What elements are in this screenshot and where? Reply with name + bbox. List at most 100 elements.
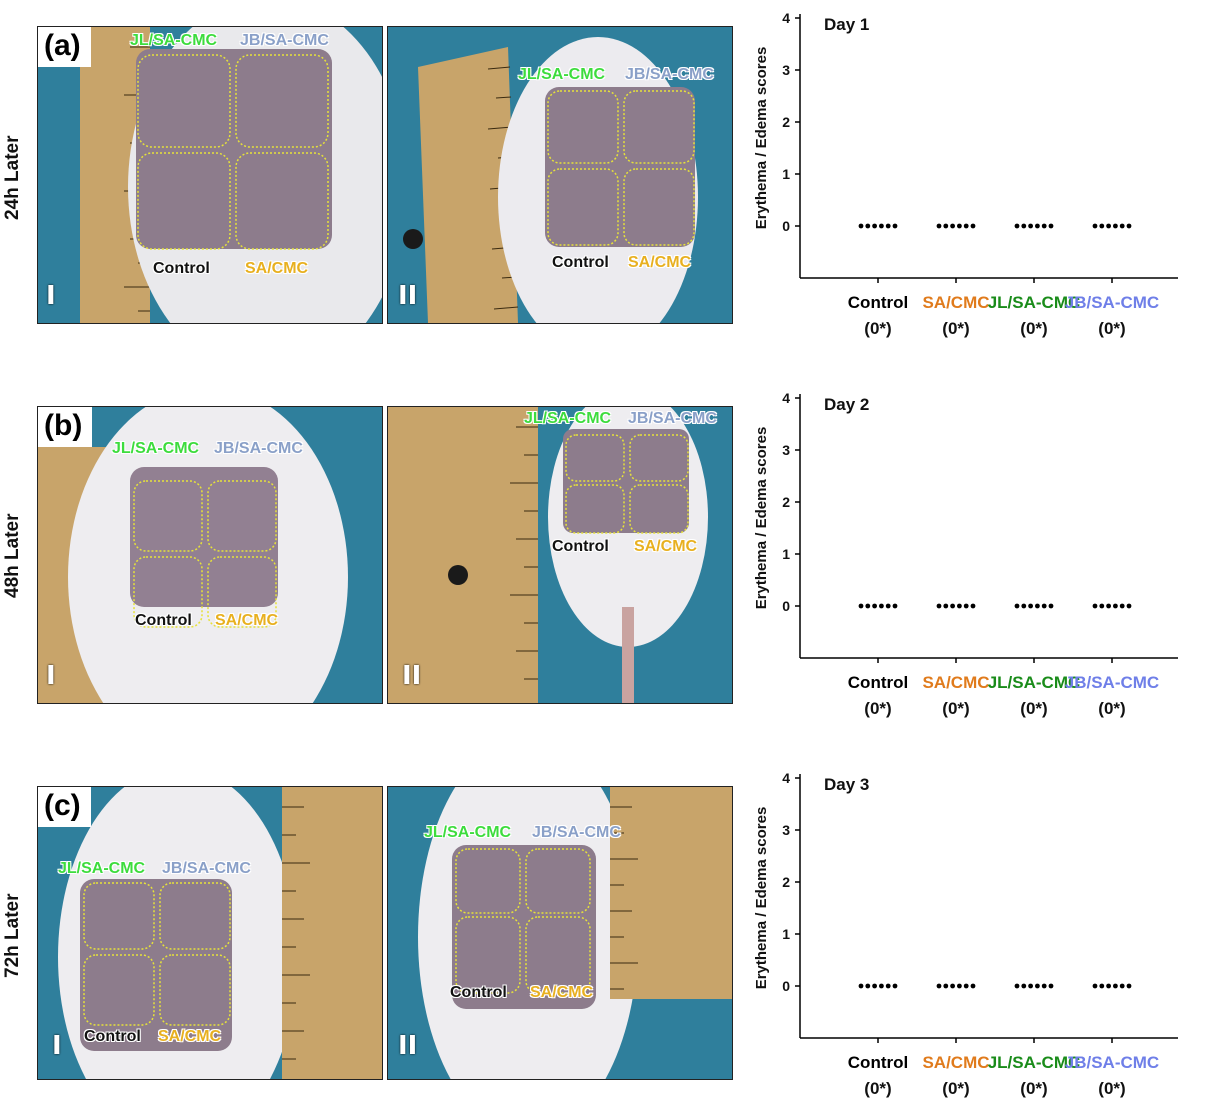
label-sa-cmc: SA/CMC xyxy=(634,538,698,555)
x-tick-label: JB/SA-CMC xyxy=(1065,293,1159,312)
mouse-back-photo xyxy=(388,407,732,703)
x-tick-sublabel: (0*) xyxy=(942,1079,969,1098)
data-point xyxy=(879,983,884,989)
data-point xyxy=(1021,983,1027,989)
data-point xyxy=(1099,223,1105,229)
time-label: 48h Later xyxy=(2,513,23,598)
data-point xyxy=(885,983,891,989)
y-tick-label: 2 xyxy=(782,494,790,510)
data-point xyxy=(1048,603,1054,609)
x-tick-sublabel: (0*) xyxy=(1098,1079,1125,1098)
data-point xyxy=(872,223,877,229)
x-tick-label: JB/SA-CMC xyxy=(1065,1053,1159,1072)
photo-numeral: II xyxy=(398,1031,418,1061)
data-point xyxy=(1113,223,1118,229)
y-tick-label: 2 xyxy=(782,114,790,130)
data-point xyxy=(1028,603,1033,609)
x-tick-label: SA/CMC xyxy=(922,293,989,312)
label-control: Control xyxy=(552,254,609,271)
photo-ii: JL/SA-CMC JB/SA-CMC Control SA/CMC II xyxy=(387,786,733,1080)
data-point xyxy=(1028,983,1033,989)
data-point xyxy=(1048,223,1054,229)
y-tick-label: 0 xyxy=(782,978,790,994)
photo-i: (c) JL/SA-CMC JB/SA-CMC Control SA/CMC I xyxy=(37,786,383,1080)
data-point xyxy=(1041,223,1047,229)
data-point xyxy=(1041,603,1047,609)
photo-numeral: I xyxy=(52,1031,62,1061)
label-jb-sa-cmc: JB/SA-CMC xyxy=(532,824,621,841)
data-point xyxy=(858,603,864,609)
label-sa-cmc: SA/CMC xyxy=(158,1028,222,1045)
data-point xyxy=(1041,983,1047,989)
x-tick-label: JL/SA-CMC xyxy=(988,1053,1081,1072)
x-tick-label: JL/SA-CMC xyxy=(988,673,1081,692)
x-tick-label: JB/SA-CMC xyxy=(1065,673,1159,692)
data-point xyxy=(879,223,884,229)
data-point xyxy=(1113,983,1118,989)
label-control: Control xyxy=(450,984,507,1001)
panel-letter: (b) xyxy=(38,407,93,447)
data-point xyxy=(1092,223,1098,229)
label-jl-sa-cmc: JL/SA-CMC xyxy=(58,860,146,877)
y-tick-label: 4 xyxy=(782,390,790,406)
data-point xyxy=(892,983,898,989)
data-point xyxy=(1028,223,1033,229)
photo-ii: JL/SA-CMC JB/SA-CMC Control SA/CMC II xyxy=(387,26,733,324)
photo-numeral: I xyxy=(46,281,56,311)
label-control: Control xyxy=(153,260,210,277)
chart-title: Day 3 xyxy=(824,775,869,794)
label-sa-cmc: SA/CMC xyxy=(530,984,594,1001)
x-tick-sublabel: (0*) xyxy=(1098,699,1125,718)
y-axis-label: Erythema / Edema scores xyxy=(753,47,770,230)
data-point xyxy=(936,223,942,229)
x-tick-sublabel: (0*) xyxy=(1020,699,1047,718)
label-jl-sa-cmc: JL/SA-CMC xyxy=(518,66,606,83)
data-point xyxy=(1021,223,1027,229)
label-jl-sa-cmc: JL/SA-CMC xyxy=(424,824,512,841)
chart-day-3: 0 1 2 3 4 Day 3 Erythema / Edema scores Control… xyxy=(748,760,1208,1100)
mouse-back-photo xyxy=(38,27,382,323)
data-point xyxy=(1035,603,1040,609)
x-tick-sublabel: (0*) xyxy=(1020,319,1047,338)
label-jl-sa-cmc: JL/SA-CMC xyxy=(524,410,612,427)
label-jb-sa-cmc: JB/SA-CMC xyxy=(214,440,303,457)
y-tick-label: 2 xyxy=(782,874,790,890)
data-point xyxy=(872,983,877,989)
scatter-chart: 0 1 2 3 4 Day 2 Erythema / Edema scores Control… xyxy=(753,390,1178,718)
x-tick-sublabel: (0*) xyxy=(942,699,969,718)
data-point xyxy=(1099,983,1105,989)
mouse-back-photo xyxy=(38,407,382,703)
data-point xyxy=(950,983,955,989)
data-point xyxy=(1126,603,1132,609)
data-point xyxy=(885,603,891,609)
data-point xyxy=(1119,983,1125,989)
x-tick-sublabel: (0*) xyxy=(1098,319,1125,338)
x-tick-sublabel: (0*) xyxy=(1020,1079,1047,1098)
x-tick-sublabel: (0*) xyxy=(864,319,891,338)
x-tick-sublabel: (0*) xyxy=(864,699,891,718)
row-c: 72h Later (c) JL/SA-CMC JB/SA-CMC Contro… xyxy=(0,760,1213,1100)
data-point xyxy=(957,603,962,609)
x-tick-label: Control xyxy=(848,1053,908,1072)
data-point xyxy=(1035,223,1040,229)
data-point xyxy=(892,603,898,609)
y-tick-label: 4 xyxy=(782,770,790,786)
y-tick-label: 1 xyxy=(782,546,790,562)
data-point xyxy=(1014,983,1020,989)
data-point xyxy=(943,223,949,229)
mouse-back-photo xyxy=(388,27,732,323)
y-tick-label: 3 xyxy=(782,62,790,78)
x-tick-sublabel: (0*) xyxy=(942,319,969,338)
data-point xyxy=(957,983,962,989)
photo-numeral: II xyxy=(402,661,422,691)
data-point xyxy=(950,603,955,609)
data-point xyxy=(1119,603,1125,609)
chart-day-2: 0 1 2 3 4 Day 2 Erythema / Edema scores Control… xyxy=(748,380,1208,730)
y-axis-label: Erythema / Edema scores xyxy=(753,427,770,610)
y-tick-label: 0 xyxy=(782,598,790,614)
x-tick-sublabel: (0*) xyxy=(864,1079,891,1098)
data-point xyxy=(970,983,976,989)
label-sa-cmc: SA/CMC xyxy=(245,260,309,277)
data-point xyxy=(1099,603,1105,609)
data-point xyxy=(865,983,871,989)
